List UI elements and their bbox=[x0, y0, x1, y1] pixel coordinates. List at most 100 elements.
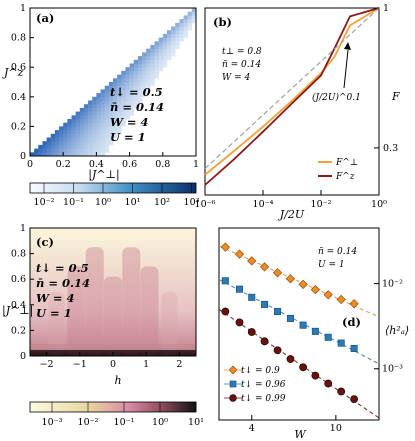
heat-cell bbox=[71, 144, 76, 149]
heat-cell bbox=[183, 22, 188, 27]
heat-cell bbox=[79, 107, 85, 112]
heat-cell bbox=[63, 137, 68, 142]
heat-cell bbox=[113, 115, 118, 120]
heat-cell bbox=[142, 82, 147, 86]
heat-cell bbox=[71, 148, 76, 153]
heat-cell bbox=[133, 74, 139, 79]
heat-cell bbox=[121, 107, 126, 112]
heat-cell bbox=[117, 104, 122, 109]
heat-cell bbox=[59, 144, 64, 149]
heat-cell bbox=[30, 152, 35, 157]
heat-cell bbox=[50, 152, 56, 157]
heat-cell bbox=[54, 152, 60, 157]
heat-cell bbox=[150, 63, 155, 68]
heat-cell bbox=[71, 141, 76, 146]
heat-cell bbox=[88, 130, 93, 135]
heat-cell bbox=[158, 59, 164, 64]
heat-cell bbox=[137, 59, 143, 64]
point-diamond bbox=[272, 268, 283, 278]
panel-d: n̄ = 0.14 U = 1 (d) t↓ = 0.9 t↓ = 0.96 t… bbox=[218, 227, 409, 441]
heat-cell bbox=[67, 152, 72, 157]
heat-cell bbox=[79, 119, 85, 123]
heat-cell bbox=[154, 63, 159, 68]
cbar-tick-label: 10¹ bbox=[125, 197, 141, 208]
heat-cell bbox=[100, 144, 105, 149]
heat-cell bbox=[42, 141, 47, 146]
heat-cell bbox=[137, 70, 143, 75]
panel-c-yticks: 0 0.2 0.4 0.6 0.8 1 bbox=[11, 223, 34, 362]
heat-cell bbox=[100, 152, 105, 157]
ytick-label: 0.6 bbox=[11, 62, 26, 73]
xtick-label: 10 bbox=[330, 423, 342, 434]
heat-cell bbox=[83, 148, 89, 153]
heat-cell bbox=[96, 104, 101, 109]
heat-cell bbox=[162, 37, 168, 42]
heat-cell bbox=[133, 104, 139, 109]
panel-a-frame bbox=[29, 7, 197, 157]
heat-cell bbox=[183, 26, 188, 31]
heat-cell bbox=[71, 115, 76, 120]
cbar-tick-label: 10⁻¹ bbox=[114, 417, 135, 428]
heat-cell bbox=[104, 111, 110, 116]
heat-cell bbox=[88, 144, 93, 149]
heat-cell bbox=[59, 137, 64, 142]
heat-cell bbox=[113, 107, 118, 112]
ytick-label: 0.4 bbox=[11, 92, 26, 103]
heat-cell bbox=[142, 52, 147, 57]
point-diamond bbox=[259, 262, 270, 272]
heat-cell bbox=[104, 115, 110, 120]
heat-cell bbox=[67, 122, 72, 127]
heat-cell bbox=[133, 89, 139, 94]
heat-cell bbox=[92, 133, 97, 138]
ytick-label: 0.4 bbox=[11, 300, 26, 311]
heat-cell bbox=[158, 48, 164, 53]
panel-d-xlabel: W bbox=[294, 428, 307, 441]
heat-cell bbox=[166, 41, 172, 46]
heat-cell bbox=[125, 93, 130, 98]
point-square bbox=[337, 339, 345, 347]
heat-cell bbox=[34, 152, 39, 157]
panel-c-colorbar bbox=[29, 401, 197, 413]
heat-cell bbox=[150, 82, 155, 86]
heat-cell bbox=[175, 30, 180, 35]
heat-cell bbox=[63, 152, 68, 157]
ytick-label: 0 bbox=[20, 151, 26, 162]
series-line-1 bbox=[204, 7, 380, 176]
heat-cell bbox=[166, 33, 172, 38]
heat-cell bbox=[75, 115, 81, 120]
panel-a-xticks: 0 0.2 0.4 0.6 0.8 1 bbox=[27, 152, 199, 170]
heat-cell bbox=[100, 133, 105, 138]
heat-cell bbox=[38, 148, 43, 153]
panel-d-yticks: 10⁻² 10⁻³ bbox=[374, 279, 403, 375]
heat-cell bbox=[113, 130, 118, 135]
heat-band bbox=[85, 247, 104, 356]
heat-cell bbox=[92, 144, 97, 149]
heat-cell bbox=[146, 63, 151, 68]
heat-cell bbox=[146, 78, 151, 83]
heat-cell bbox=[92, 152, 97, 157]
heat-cell bbox=[71, 122, 76, 127]
heat-cell bbox=[137, 67, 143, 72]
ytick-label: 1 bbox=[20, 3, 26, 14]
heat-cell bbox=[150, 52, 155, 57]
heat-cell bbox=[67, 126, 72, 131]
xtick-label: 0 bbox=[110, 359, 116, 370]
heat-cell bbox=[142, 89, 147, 94]
heat-cell bbox=[104, 122, 110, 127]
panel-d-label: (d) bbox=[342, 315, 361, 329]
xtick-label: 10⁻⁶ bbox=[195, 199, 216, 210]
xtick-label: 4 bbox=[249, 423, 255, 434]
point-square bbox=[350, 344, 358, 352]
heat-cell bbox=[83, 111, 89, 116]
heat-cell bbox=[158, 56, 164, 61]
heat-cell bbox=[183, 33, 188, 38]
heat-cell bbox=[75, 119, 81, 123]
heat-cell bbox=[117, 85, 122, 90]
heat-cell bbox=[162, 41, 168, 46]
heat-cell bbox=[125, 85, 130, 90]
heat-cell bbox=[113, 93, 118, 98]
point-square bbox=[248, 293, 256, 301]
heat-cell bbox=[171, 37, 176, 42]
ytick-label: 0.6 bbox=[11, 274, 26, 285]
ytick-label: 0.2 bbox=[11, 325, 26, 336]
